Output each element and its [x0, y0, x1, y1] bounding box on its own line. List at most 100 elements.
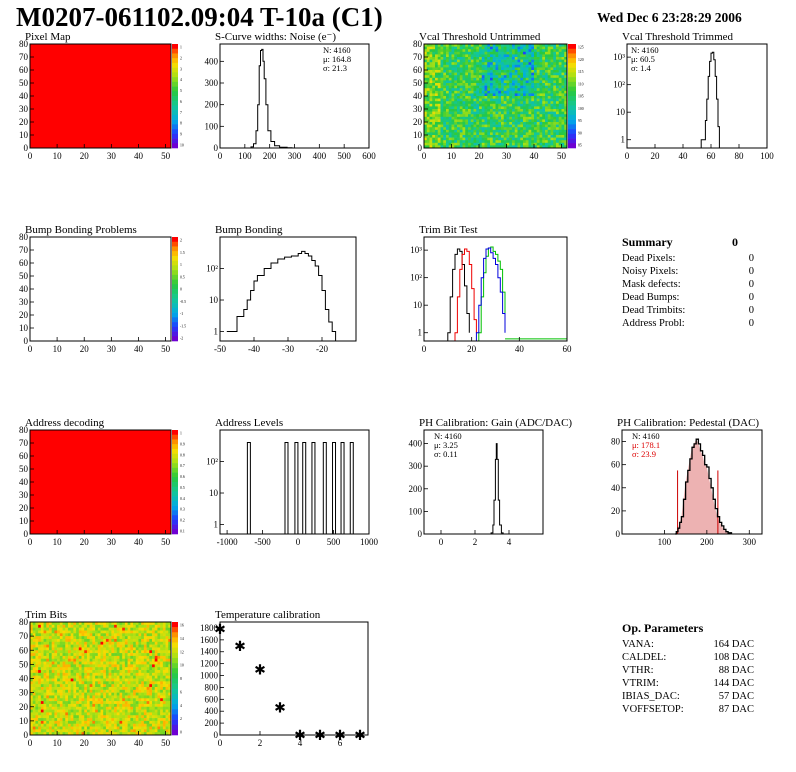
colorbar-tick-label: 0.8: [180, 453, 185, 457]
map-cell: [40, 670, 44, 674]
map-cell: [446, 140, 450, 144]
map-cell: [105, 681, 109, 685]
map-cell: [481, 67, 485, 71]
map-cell: [479, 124, 483, 128]
map-cell: [525, 90, 529, 94]
map-cell: [89, 655, 93, 660]
map-cell: [503, 127, 507, 131]
map-cell: [100, 729, 104, 733]
map-cell: [564, 96, 568, 99]
map-cell: [146, 709, 150, 713]
map-cell: [168, 720, 172, 725]
map-cell: [561, 75, 565, 79]
map-cell: [162, 650, 166, 654]
map-cell: [32, 729, 36, 733]
map-cell: [108, 678, 112, 682]
colorbar-segment: [172, 124, 178, 130]
map-cell: [89, 681, 93, 685]
map-cell: [48, 647, 52, 651]
map-cell: [32, 718, 36, 722]
map-cell: [168, 624, 172, 628]
map-cell: [534, 101, 538, 105]
map-cell: [553, 119, 557, 123]
map-cell: [536, 122, 540, 125]
colorbar-segment: [172, 44, 178, 50]
map-cell: [553, 54, 557, 58]
colorbar-segment: [172, 317, 178, 323]
map-cell: [556, 122, 560, 125]
map-cell: [160, 726, 164, 730]
map-cell: [119, 720, 123, 725]
map-cell: [509, 111, 513, 115]
map-cell: [168, 678, 172, 682]
map-cell: [536, 62, 540, 66]
map-cell: [479, 64, 483, 68]
map-cell: [143, 709, 147, 713]
map-cell: [89, 701, 93, 705]
map-cell: [440, 88, 444, 92]
x-tick-label: 200: [263, 151, 277, 161]
map-cell: [92, 723, 96, 727]
y-tick-label: 0: [214, 730, 219, 740]
map-cell: [97, 667, 101, 671]
map-cell: [432, 44, 436, 47]
map-cell: [498, 80, 502, 84]
map-cell: [146, 667, 150, 671]
map-cell: [531, 44, 535, 47]
map-cell: [429, 67, 433, 71]
map-cell: [462, 88, 466, 92]
map-cell: [520, 85, 524, 89]
map-cell: [501, 59, 505, 63]
map-cell: [429, 85, 433, 89]
map-cell: [89, 723, 93, 727]
map-cell: [443, 44, 447, 47]
map-cell: [476, 54, 480, 58]
map-cell: [135, 667, 139, 671]
map-cell: [495, 83, 499, 86]
map-cell: [146, 624, 150, 628]
map-cell: [525, 137, 529, 141]
map-cell: [54, 661, 58, 665]
map-cell: [495, 64, 499, 68]
map-cell: [127, 720, 131, 725]
map-cell: [111, 672, 115, 676]
map-cell: [95, 678, 99, 682]
map-cell: [70, 630, 74, 634]
map-cell: [429, 119, 433, 123]
map-cell: [506, 64, 510, 68]
map-cell: [501, 101, 505, 105]
map-cell: [165, 720, 169, 725]
map-cell: [54, 703, 58, 708]
map-cell: [424, 132, 428, 136]
colorbar-segment: [172, 96, 178, 102]
map-cell: [138, 686, 142, 691]
map-cell: [536, 93, 540, 97]
map-cell: [498, 109, 502, 112]
map-cell: [495, 140, 499, 144]
map-cell: [141, 715, 145, 719]
map-cell: [470, 51, 474, 55]
map-cell: [534, 135, 538, 138]
map-cell: [160, 703, 164, 708]
map-cell: [143, 678, 147, 682]
map-cell: [81, 658, 85, 662]
map-cell: [435, 70, 439, 73]
map-cell: [506, 75, 510, 79]
map-cell: [38, 715, 42, 719]
map-cell: [503, 106, 507, 110]
map-cell: [435, 80, 439, 84]
map-cell: [536, 127, 540, 131]
map-cell: [76, 653, 80, 657]
map-cell: [520, 114, 524, 118]
map-cell: [470, 137, 474, 141]
stats-entry: σ: 23.9: [632, 449, 656, 459]
map-cell: [95, 672, 99, 676]
map-cell: [534, 96, 538, 99]
map-cell: [476, 106, 480, 110]
map-cell: [429, 129, 433, 133]
map-cell: [124, 726, 128, 730]
map-cell: [479, 57, 483, 60]
map-cell: [146, 701, 150, 705]
map-cell: [95, 706, 99, 710]
map-cell: [446, 49, 450, 53]
